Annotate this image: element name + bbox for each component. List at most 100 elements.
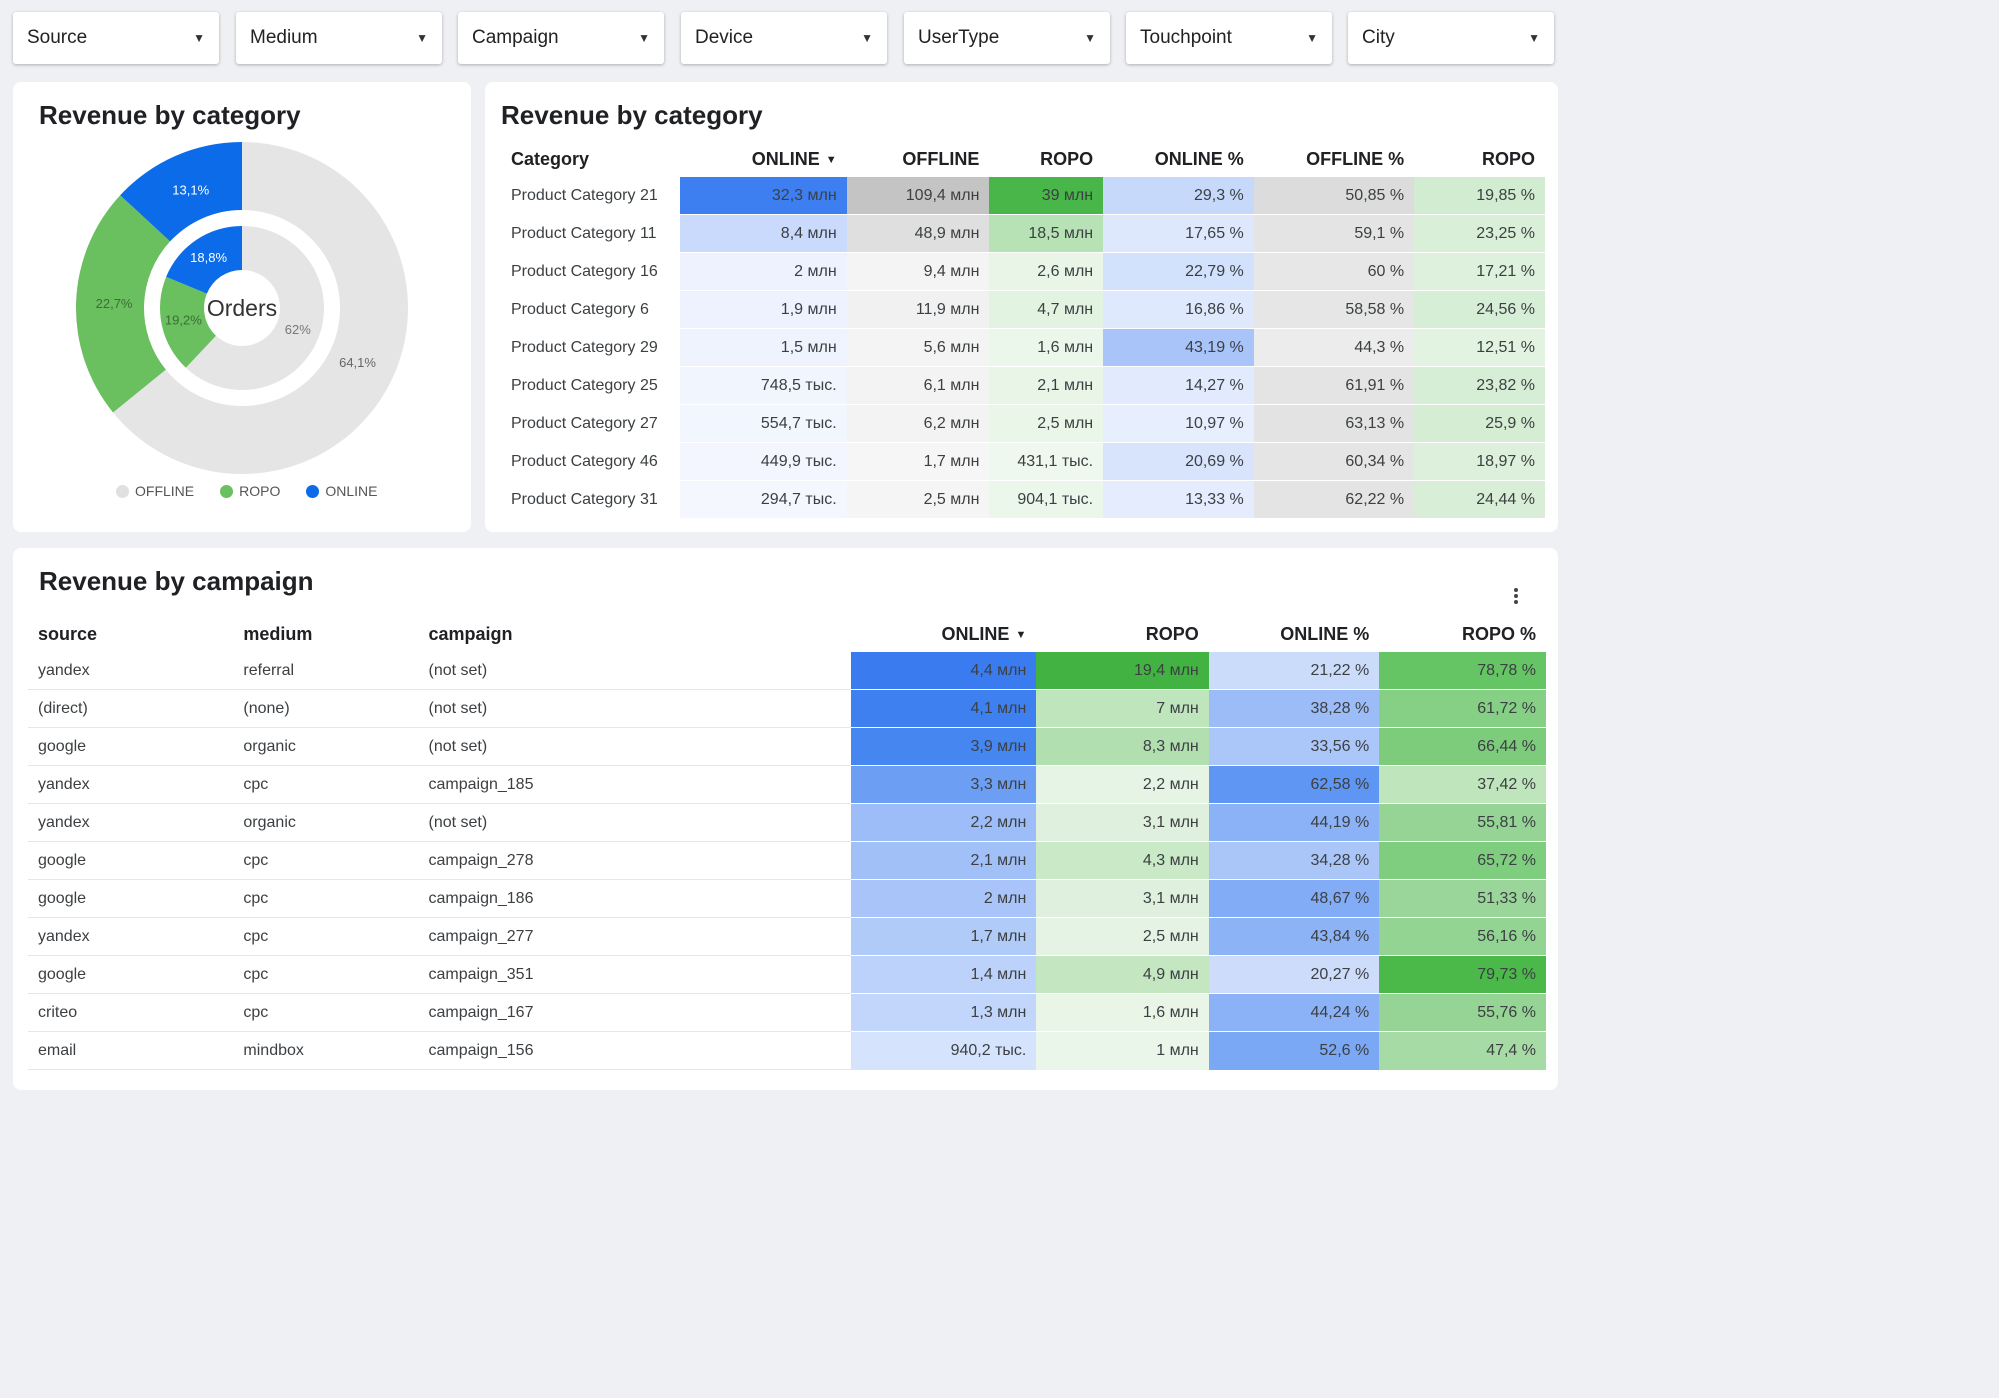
table-cell: 6,1 млн — [846, 366, 990, 405]
donut-chart: 64,1% 22,7% 13,1% 62% 19,2% 18,8% Orders — [75, 142, 409, 474]
column-header-5[interactable]: OFFLINE % — [1254, 142, 1414, 177]
table-cell: organic — [233, 803, 419, 842]
table-row[interactable]: Product Category 6 1,9 млн 11,9 млн 4,7 млн… — [501, 290, 1545, 329]
column-header-3[interactable]: ONLINE ▼ — [851, 617, 1037, 652]
inner-slice-online[interactable] — [166, 226, 242, 294]
legend-label: OFFLINE — [135, 483, 195, 499]
table-cell: 60,34 % — [1253, 442, 1415, 481]
table-cell: cpc — [233, 879, 419, 918]
filter-city-dropdown[interactable]: City ▼ — [1348, 12, 1554, 64]
column-header-1[interactable]: ONLINE ▼ — [680, 142, 846, 177]
category-table: Category ONLINE ▼ OFFLINE ROPO ONLINE % OFFLIN… — [501, 142, 1545, 518]
legend-online[interactable]: ONLINE — [306, 483, 377, 499]
table-cell: 19,4 млн — [1036, 651, 1209, 690]
table-cell: 1,7 млн — [846, 442, 990, 481]
column-header-1[interactable]: medium — [233, 617, 418, 652]
table-cell: 14,27 % — [1103, 366, 1254, 405]
column-header-6[interactable]: ROPO % — [1379, 617, 1546, 652]
table-cell: 51,33 % — [1379, 879, 1546, 918]
legend-ropo[interactable]: ROPO — [220, 483, 280, 499]
table-cell: 2,1 млн — [850, 841, 1037, 880]
table-cell: 20,27 % — [1208, 955, 1380, 994]
header-label: OFFLINE % — [1306, 148, 1405, 169]
table-row[interactable]: Product Category 31 294,7 тыс. 2,5 млн 904,… — [501, 480, 1545, 518]
table-cell: 3,3 млн — [850, 765, 1037, 804]
table-cell: 2,5 млн — [1036, 917, 1209, 956]
table-row[interactable]: Product Category 21 32,3 млн 109,4 млн 39 м… — [501, 176, 1545, 215]
campaign-card: Revenue by campaign source medium campaign… — [13, 548, 1558, 1090]
table-cell: 2,2 млн — [1036, 765, 1209, 804]
table-row[interactable]: Product Category 16 2 млн 9,4 млн 2,6 млн 22… — [501, 252, 1545, 291]
table-cell: mindbox — [233, 1031, 419, 1070]
table-cell: 1,9 млн — [680, 290, 847, 329]
table-row[interactable]: Product Category 25 748,5 тыс. 6,1 млн 2,1 … — [501, 366, 1545, 405]
outer-slice-ropo[interactable] — [75, 195, 171, 413]
inner-slice-ropo[interactable] — [160, 276, 216, 368]
inner-slice-offline[interactable] — [185, 226, 324, 390]
donut-center-label: Orders — [207, 295, 277, 321]
outer-slice-online[interactable] — [120, 142, 242, 242]
column-header-2[interactable]: OFFLINE — [847, 142, 990, 177]
column-header-4[interactable]: ROPO — [1036, 617, 1208, 652]
table-cell: 940,2 тыс. — [850, 1031, 1037, 1070]
table-cell: 9,4 млн — [846, 252, 990, 291]
table-cell: 22,79 % — [1103, 252, 1254, 291]
table-row[interactable]: Product Category 29 1,5 млн 5,6 млн 1,6 млн… — [501, 328, 1545, 367]
table-cell: 8,4 млн — [680, 214, 847, 253]
column-header-5[interactable]: ONLINE % — [1209, 617, 1379, 652]
table-row[interactable]: criteo cpc campaign_167 1,3 млн 1,6 млн 44,24… — [28, 993, 1546, 1032]
table-cell: 50,85 % — [1253, 176, 1415, 215]
header-label: ONLINE — [941, 623, 1010, 644]
table-row[interactable]: yandex cpc campaign_277 1,7 млн 2,5 млн 43,84… — [28, 917, 1546, 956]
table-row[interactable]: yandex cpc campaign_185 3,3 млн 2,2 млн 62,58… — [28, 765, 1546, 804]
filter-medium-dropdown[interactable]: Medium ▼ — [236, 12, 442, 64]
table-row[interactable]: google organic (not set) 3,9 млн 8,3 млн 33,5… — [28, 727, 1546, 766]
table-cell: 56,16 % — [1379, 917, 1546, 956]
table-row[interactable]: yandex referral (not set) 4,4 млн 19,4 млн 21… — [28, 651, 1546, 690]
column-header-6[interactable]: ROPO — [1414, 142, 1545, 177]
column-header-4[interactable]: ONLINE % — [1103, 142, 1254, 177]
filter-touchpoint-dropdown[interactable]: Touchpoint ▼ — [1126, 12, 1332, 64]
table-cell: 43,19 % — [1103, 328, 1254, 367]
table-row[interactable]: google cpc campaign_351 1,4 млн 4,9 млн 20,27… — [28, 955, 1546, 994]
table-cell: criteo — [28, 993, 234, 1032]
filter-usertype-dropdown[interactable]: UserType ▼ — [904, 12, 1110, 64]
column-header-2[interactable]: campaign — [419, 617, 851, 652]
donut-title: Revenue by category — [39, 100, 301, 130]
filter-source-dropdown[interactable]: Source ▼ — [13, 12, 219, 64]
table-row[interactable]: yandex organic (not set) 2,2 млн 3,1 млн 44,1… — [28, 803, 1546, 842]
table-row[interactable]: (direct) (none) (not set) 4,1 млн 7 млн 38,28… — [28, 689, 1546, 728]
column-header-0[interactable]: Category — [501, 142, 680, 177]
table-cell: 32,3 млн — [680, 176, 847, 215]
table-cell: 3,1 млн — [1036, 803, 1209, 842]
table-cell: 1,7 млн — [850, 917, 1037, 956]
table-cell: 44,19 % — [1208, 803, 1380, 842]
table-cell: 21,22 % — [1208, 651, 1380, 690]
column-header-0[interactable]: source — [28, 617, 233, 652]
table-cell: 34,28 % — [1208, 841, 1380, 880]
table-cell: google — [28, 841, 234, 880]
more-options-icon[interactable] — [1508, 586, 1524, 608]
header-label: ONLINE — [751, 148, 820, 169]
outer-slice-offline[interactable] — [113, 142, 409, 474]
table-cell: campaign_351 — [418, 955, 851, 994]
table-row[interactable]: google cpc campaign_186 2 млн 3,1 млн 48,67 %… — [28, 879, 1546, 918]
filter-label: Medium — [250, 27, 318, 48]
table-row[interactable]: google cpc campaign_278 2,1 млн 4,3 млн 34,28… — [28, 841, 1546, 880]
table-row[interactable]: Product Category 46 449,9 тыс. 1,7 млн 431,… — [501, 442, 1545, 481]
column-header-3[interactable]: ROPO — [989, 142, 1103, 177]
filter-device-dropdown[interactable]: Device ▼ — [681, 12, 887, 64]
filter-campaign-dropdown[interactable]: Campaign ▼ — [458, 12, 664, 64]
table-cell: 17,65 % — [1103, 214, 1254, 253]
table-cell: 3,9 млн — [850, 727, 1037, 766]
table-row[interactable]: email mindbox campaign_156 940,2 тыс. 1 млн 5… — [28, 1031, 1546, 1070]
table-cell: 43,84 % — [1208, 917, 1380, 956]
table-row[interactable]: Product Category 11 8,4 млн 48,9 млн 18,5 м… — [501, 214, 1545, 253]
table-cell: Product Category 11 — [501, 214, 681, 253]
legend-offline[interactable]: OFFLINE — [116, 483, 194, 499]
campaign-table-title: Revenue by campaign — [39, 566, 314, 596]
table-cell: campaign_278 — [418, 841, 851, 880]
caret-down-icon: ▼ — [638, 31, 650, 45]
table-cell: 61,72 % — [1379, 689, 1546, 728]
table-row[interactable]: Product Category 27 554,7 тыс. 6,2 млн 2,5 … — [501, 404, 1545, 443]
